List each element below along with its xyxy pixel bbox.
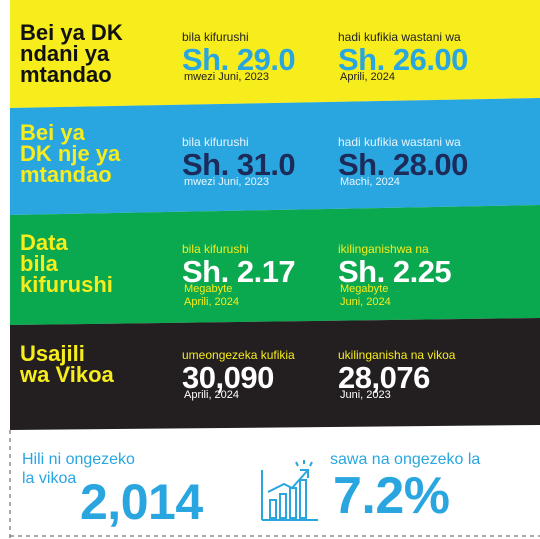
label: bila kifurushi — [182, 30, 249, 44]
value: 28,076 — [338, 360, 430, 395]
growth-icon — [261, 460, 318, 521]
row-title: ndani ya — [20, 41, 110, 66]
label: umeongezeka kufikia — [182, 348, 295, 362]
note: mwezi Juni, 2023 — [184, 176, 269, 188]
note: Juni, 2024 — [340, 296, 391, 308]
band-yellow — [10, 0, 540, 108]
note: Megabyte — [184, 283, 233, 295]
note: mwezi Juni, 2023 — [184, 71, 269, 83]
row-title: Bei ya DK — [20, 20, 123, 45]
value: Sh. 26.00 — [338, 42, 468, 77]
value: 30,090 — [182, 360, 274, 395]
note: Machi, 2024 — [340, 176, 400, 188]
row-title: mtandao — [20, 62, 112, 87]
row-title: mtandao — [20, 162, 112, 187]
row-title: Bei ya — [20, 120, 85, 145]
percent: 7.2% — [333, 467, 450, 525]
note: Aprili, 2024 — [184, 389, 240, 401]
footer-lead: Hili ni ongezeko — [22, 451, 135, 468]
value: Sh. 2.17 — [182, 254, 296, 289]
note: Megabyte — [340, 283, 389, 295]
band-blue — [10, 98, 540, 215]
label: ikilinganishwa na — [338, 242, 429, 256]
increase: 2,014 — [80, 474, 203, 530]
label: ukilinganisha na vikoa — [338, 348, 456, 362]
label: bila kifurushi — [182, 242, 249, 256]
row-title: wa Vikoa — [20, 362, 114, 387]
row-title: kifurushi — [20, 272, 113, 297]
value: Sh. 2.25 — [338, 254, 452, 289]
band-black — [10, 318, 540, 430]
note: Juni, 2023 — [340, 389, 391, 401]
note: Aprili, 2024 — [184, 296, 240, 308]
value: Sh. 31.0 — [182, 147, 296, 182]
value: Sh. 28.00 — [338, 147, 468, 182]
row-title: DK nje ya — [20, 141, 121, 166]
band-green — [10, 205, 540, 325]
row-title: Usajili — [20, 341, 85, 366]
label: hadi kufikia wastani wa — [338, 135, 461, 149]
value: Sh. 29.0 — [182, 42, 296, 77]
note: Aprili, 2024 — [340, 71, 396, 83]
footer-compare: sawa na ongezeko la — [330, 451, 481, 468]
footer-lead: la vikoa — [22, 470, 77, 487]
label: bila kifurushi — [182, 135, 249, 149]
row-title: bila — [20, 251, 58, 276]
row-title: Data — [20, 230, 68, 255]
label: hadi kufikia wastani wa — [338, 30, 461, 44]
